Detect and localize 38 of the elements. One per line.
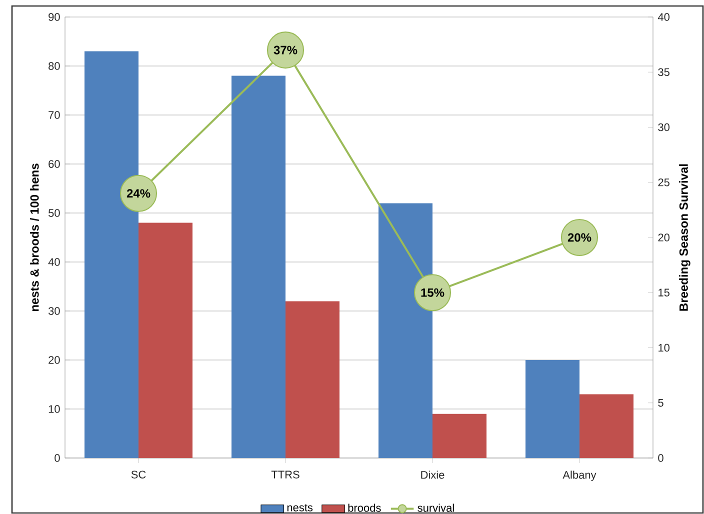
- bar: [579, 394, 634, 458]
- x-tick-label: SC: [131, 470, 146, 478]
- y-tick-label: 60: [48, 160, 60, 168]
- data-label: 20%: [568, 233, 592, 242]
- legend-label: broods: [348, 504, 381, 512]
- y2-tick-label: 20: [658, 234, 670, 242]
- bar: [286, 301, 340, 458]
- y2-tick-label: 35: [658, 68, 670, 76]
- y2-tick-label: 10: [658, 344, 670, 352]
- y-tick-label: 0: [54, 454, 60, 462]
- y2-tick-label: 25: [658, 178, 670, 186]
- y2-tick-label: 0: [658, 454, 664, 462]
- x-tick-label: Dixie: [421, 470, 444, 479]
- y-tick-label: 30: [48, 307, 60, 315]
- y-tick-label: 90: [48, 13, 60, 21]
- data-label: 24%: [126, 189, 150, 198]
- y-tick-label: 80: [48, 62, 60, 70]
- x-tick-label: Albany: [562, 470, 596, 481]
- legend-label: nests: [287, 504, 313, 512]
- bar: [432, 414, 486, 458]
- data-label: 37%: [274, 46, 298, 54]
- bar: [526, 360, 580, 458]
- y-axis-title: nests & broods / 100 hens: [30, 164, 39, 312]
- data-label: 15%: [421, 288, 444, 297]
- bar: [138, 222, 193, 458]
- x-tick-label: TTRS: [271, 470, 300, 478]
- y-tick-label: 10: [48, 405, 60, 413]
- y-tick-label: 50: [48, 209, 60, 217]
- y-tick-label: 20: [48, 356, 60, 364]
- y2-tick-label: 15: [658, 288, 670, 296]
- y2-tick-label: 40: [658, 13, 670, 21]
- y2-tick-label: 5: [658, 399, 664, 407]
- y2-tick-label: 30: [658, 123, 670, 132]
- y-tick-label: 70: [48, 111, 60, 119]
- y-tick-label: 40: [48, 258, 60, 266]
- legend-label: survival: [418, 504, 454, 512]
- y2-axis-title: Breeding Season Survival: [679, 164, 690, 311]
- bar: [232, 76, 286, 458]
